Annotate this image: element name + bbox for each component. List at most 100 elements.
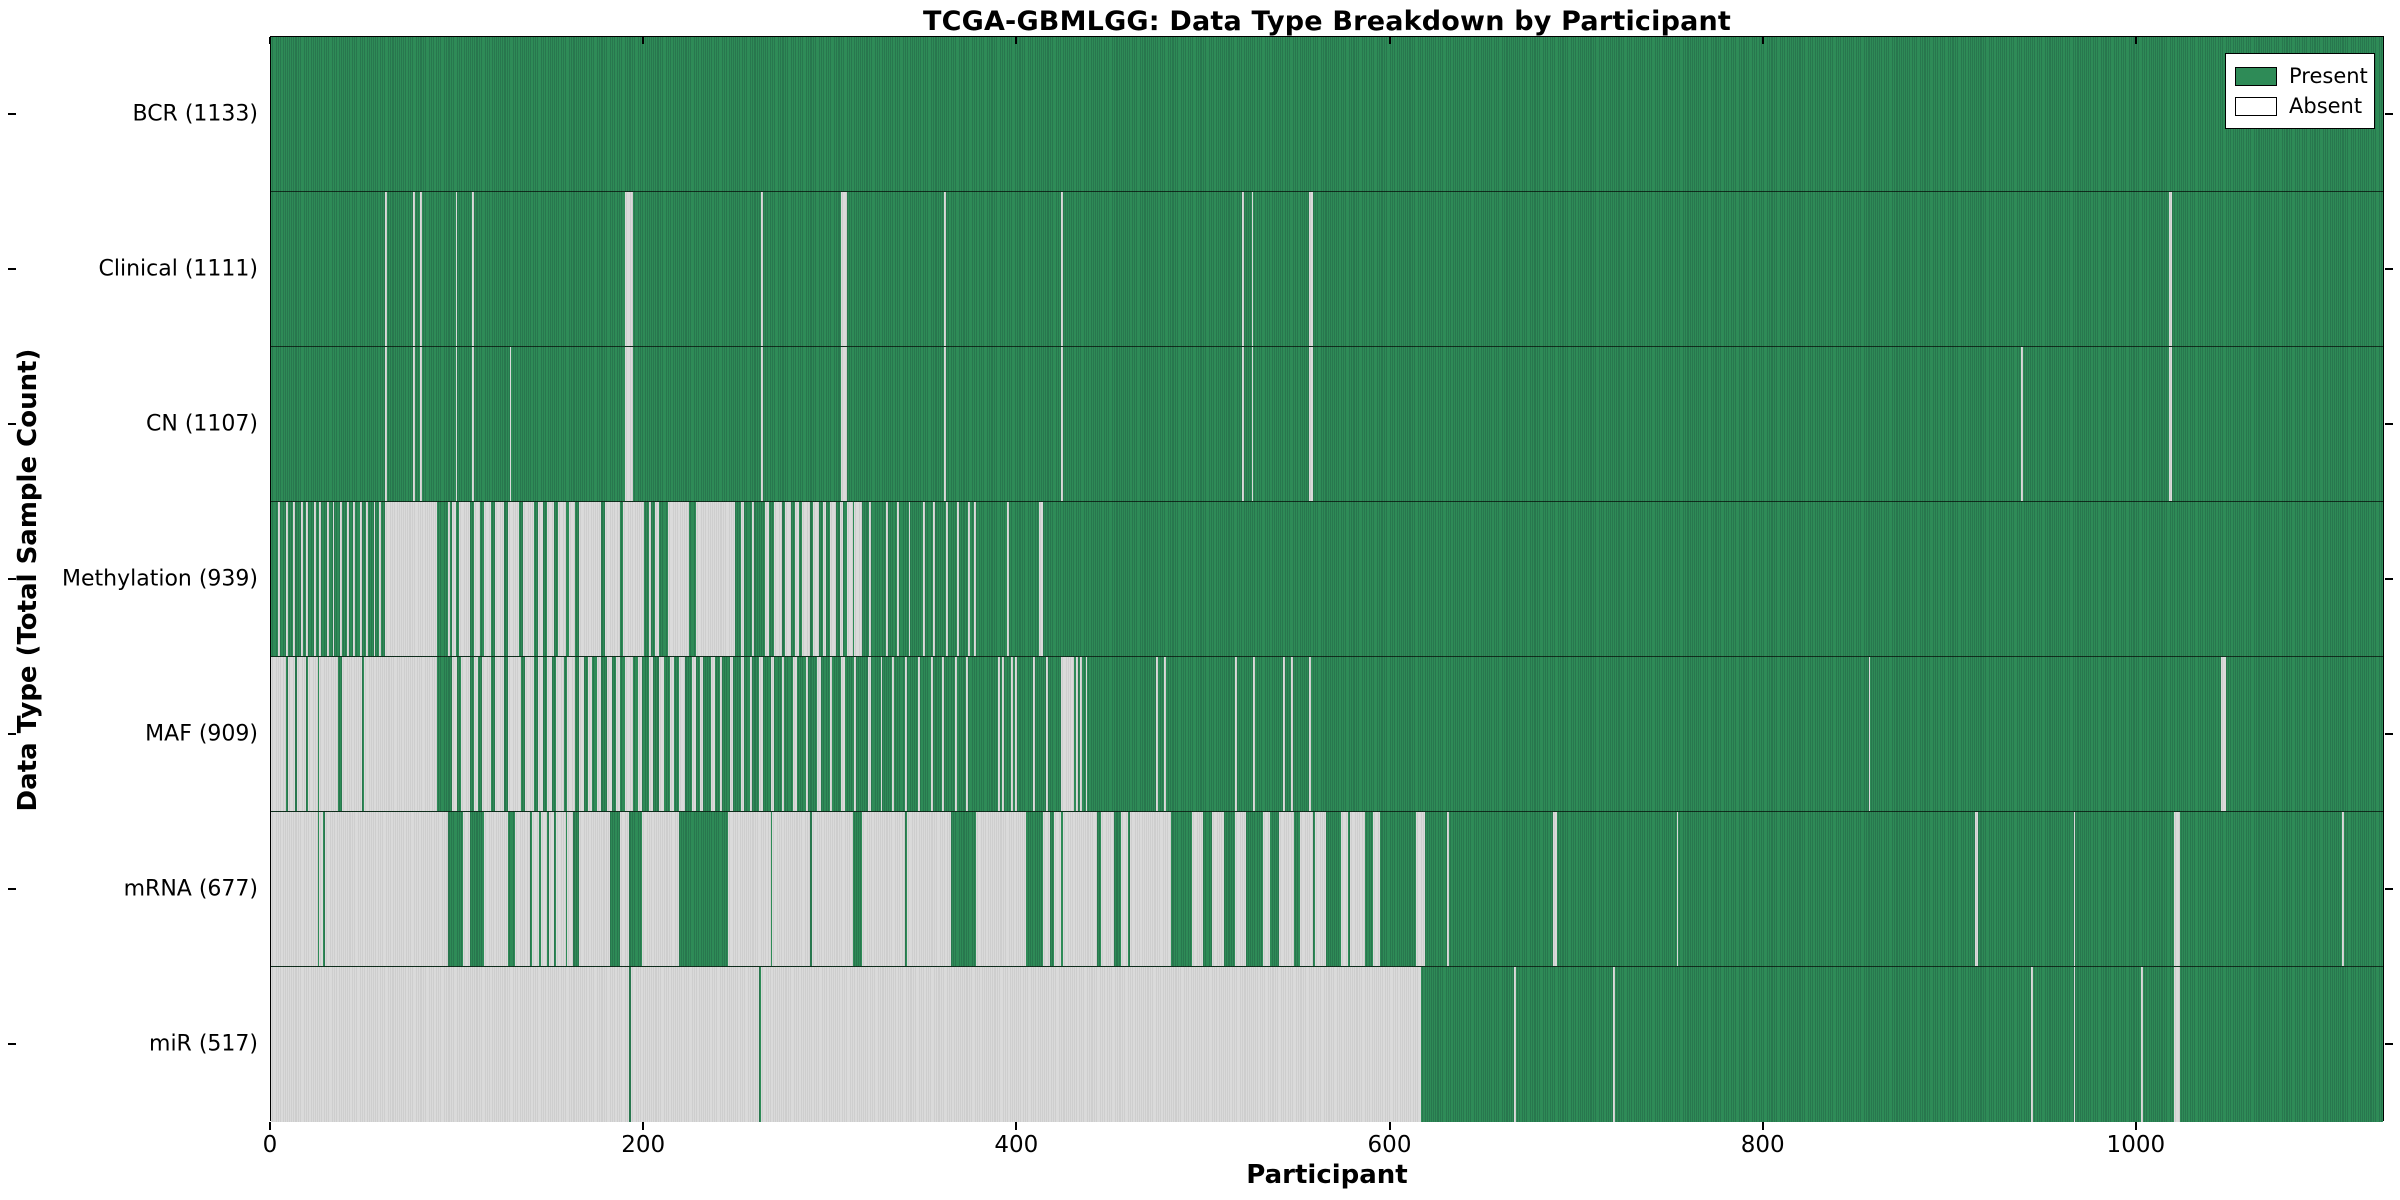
absent-block — [384, 502, 437, 656]
y-tick-mark-right — [2385, 732, 2393, 735]
absent-block — [546, 502, 555, 656]
absent-block — [463, 812, 471, 966]
absent-block — [751, 502, 754, 656]
absent-block — [1130, 812, 1172, 966]
absent-block — [1212, 812, 1224, 966]
absent-block — [945, 502, 948, 656]
absent-block — [1350, 812, 1366, 966]
absent-block — [968, 502, 971, 656]
absent-block — [300, 502, 303, 656]
absent-block — [854, 502, 862, 656]
absent-block — [1191, 812, 1204, 966]
absent-block — [567, 812, 573, 966]
absent-block — [353, 502, 355, 656]
absent-block — [830, 657, 833, 811]
y-tick-label-Methylation: Methylation (939) — [62, 566, 258, 591]
absent-block — [319, 502, 322, 656]
absent-block — [556, 812, 566, 966]
absent-block — [679, 657, 685, 811]
absent-block — [692, 657, 696, 811]
row-Methylation — [271, 502, 2383, 657]
absent-block — [412, 347, 415, 501]
absent-block — [619, 812, 629, 966]
absent-block — [1001, 657, 1004, 811]
absent-block — [2073, 812, 2076, 966]
x-tick-mark — [1761, 1122, 1764, 1130]
absent-block — [761, 967, 1422, 1122]
absent-block — [1251, 192, 1254, 346]
absent-swatch-icon — [2235, 96, 2277, 116]
absent-block — [1042, 812, 1051, 966]
absent-block — [325, 812, 449, 966]
absent-block — [761, 347, 764, 501]
absent-block — [886, 502, 888, 656]
absent-block — [1085, 657, 1088, 811]
absent-block — [1046, 657, 1049, 811]
absent-block — [604, 502, 620, 656]
row-mRNA — [271, 812, 2383, 967]
absent-block — [774, 502, 782, 656]
absent-block — [515, 812, 531, 966]
absent-block — [696, 502, 736, 656]
absent-block — [2220, 657, 2227, 811]
absent-block — [1061, 347, 1064, 501]
absent-block — [841, 347, 847, 501]
y-tick-mark — [8, 112, 16, 115]
absent-block — [1415, 812, 1425, 966]
absent-block — [412, 192, 415, 346]
absent-block — [655, 502, 659, 656]
absent-block — [567, 657, 575, 811]
absent-block — [649, 657, 654, 811]
absent-block — [615, 657, 620, 811]
absent-block — [332, 502, 335, 656]
absent-block — [341, 657, 363, 811]
x-axis-label: Participant — [1246, 1160, 1408, 1190]
y-tick-label-mRNA: mRNA (677) — [123, 876, 258, 901]
absent-block — [1262, 812, 1271, 966]
absent-block — [455, 347, 458, 501]
absent-block — [1253, 657, 1256, 811]
absent-block — [606, 657, 613, 811]
absent-block — [638, 657, 642, 811]
absent-block — [943, 192, 946, 346]
absent-block — [781, 657, 784, 811]
absent-block — [668, 502, 689, 656]
absent-block — [2140, 967, 2143, 1122]
legend-entry-present: Present — [2235, 61, 2368, 91]
absent-block — [830, 502, 836, 656]
absent-block — [507, 502, 519, 656]
absent-block — [558, 502, 566, 656]
absent-block — [1372, 812, 1381, 966]
y-tick-mark — [8, 887, 16, 890]
y-tick-mark-right — [2385, 267, 2393, 270]
absent-block — [364, 657, 437, 811]
absent-block — [1156, 657, 1159, 811]
absent-block — [1340, 812, 1349, 966]
absent-block — [1553, 812, 1558, 966]
absent-block — [699, 657, 704, 811]
absent-block — [1033, 657, 1036, 811]
absent-block — [839, 502, 844, 656]
absent-block — [822, 502, 827, 656]
y-tick-label-CN: CN (1107) — [146, 411, 258, 436]
absent-block — [319, 812, 324, 966]
x-tick-label-0: 0 — [262, 1132, 278, 1158]
absent-block — [658, 657, 665, 811]
x-tick-mark — [2134, 1122, 2137, 1130]
absent-block — [841, 657, 846, 811]
absent-block — [1514, 967, 1517, 1122]
row-Clinical — [271, 192, 2383, 347]
x-tick-label-200: 200 — [621, 1132, 666, 1158]
absent-block — [1007, 502, 1010, 656]
absent-block — [366, 502, 368, 656]
absent-block — [556, 657, 564, 811]
absent-block — [942, 657, 944, 811]
absent-block — [641, 812, 680, 966]
absent-block — [1309, 347, 1313, 501]
absent-block — [569, 502, 575, 656]
absent-block — [906, 812, 952, 966]
y-tick-label-MAF: MAF (909) — [145, 721, 258, 746]
absent-block — [1299, 812, 1314, 966]
absent-block — [548, 812, 555, 966]
absent-block — [943, 347, 946, 501]
